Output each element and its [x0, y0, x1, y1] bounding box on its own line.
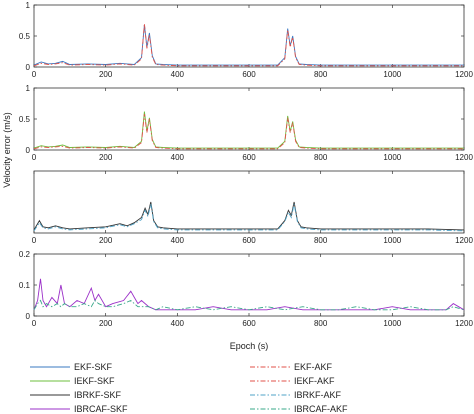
legend-item-ekf-skf: EKF-SKF	[30, 362, 113, 372]
legend-label: IEKF-AKF	[294, 376, 335, 386]
legend: EKF-SKF IEKF-SKF IBRKF-SKF IBRCAF-SKF EKF-AK…	[30, 362, 348, 414]
x-tick-label: 1200	[455, 153, 473, 162]
x-tick-label: 400	[171, 319, 185, 328]
y-tick-label: 0.5	[19, 32, 31, 41]
x-tick-label: 800	[314, 153, 328, 162]
y-axis-title: Velocity error (m/s)	[2, 112, 12, 188]
x-tick-label: 800	[314, 236, 328, 245]
legend-label: IBRCAF-AKF	[294, 404, 348, 414]
legend-item-ekf-akf: EKF-AKF	[250, 362, 333, 372]
x-tick-label: 200	[99, 153, 113, 162]
legend-label: EKF-SKF	[74, 362, 113, 372]
x-tick-label: 600	[242, 319, 256, 328]
x-tick-label: 600	[242, 236, 256, 245]
panel-frame	[33, 4, 465, 68]
series-line-iekf-skf	[33, 111, 464, 149]
panel-1: 0 200 400 600 800 1000 1200 0 0.5 1	[19, 1, 474, 79]
x-tick-label: 400	[171, 70, 185, 79]
x-tick-label: 1000	[383, 153, 401, 162]
y-tick-label: 0.5	[19, 115, 31, 124]
legend-item-ibrkf-akf: IBRKF-AKF	[250, 390, 342, 400]
legend-item-iekf-skf: IEKF-SKF	[30, 376, 115, 386]
series-line-ekf-skf	[33, 24, 464, 66]
x-tick-label: 1200	[455, 319, 473, 328]
x-tick-label: 1000	[383, 70, 401, 79]
legend-label: EKF-AKF	[294, 362, 333, 372]
x-tick-label: 400	[171, 153, 185, 162]
x-tick-label: 0	[32, 70, 37, 79]
series-line-ekf-akf	[33, 23, 464, 67]
y-tick-label: 1	[26, 1, 31, 10]
legend-item-ibrcaf-akf: IBRCAF-AKF	[250, 404, 348, 414]
panel-3: 0 200 400 600 800 1000 1200	[32, 170, 473, 245]
series-line-ibrkf-akf	[33, 203, 465, 232]
x-tick-label: 600	[242, 70, 256, 79]
series-line-ibrcaf-skf	[33, 278, 465, 311]
x-tick-label: 800	[314, 70, 328, 79]
y-tick-label: 0	[26, 63, 31, 72]
x-tick-label: 800	[314, 319, 328, 328]
x-tick-label: 600	[242, 153, 256, 162]
panel-frame	[33, 253, 465, 317]
panel-frame	[33, 87, 465, 151]
y-tick-label: 0	[26, 312, 31, 321]
x-tick-label: 1200	[455, 236, 473, 245]
legend-item-ibrkf-skf: IBRKF-SKF	[30, 390, 122, 400]
legend-label: IBRKF-AKF	[294, 390, 342, 400]
y-tick-label: 1	[26, 84, 31, 93]
y-tick-label: 0.2	[19, 250, 31, 259]
x-tick-label: 1000	[383, 319, 401, 328]
x-tick-label: 0	[32, 153, 37, 162]
panel-2: 0 200 400 600 800 1000 1200 0 0.5 1	[19, 84, 474, 162]
legend-label: IEKF-SKF	[74, 376, 115, 386]
x-axis-title: Epoch (s)	[230, 341, 269, 351]
x-tick-label: 400	[171, 236, 185, 245]
x-tick-label: 200	[99, 70, 113, 79]
series-line-iekf-akf	[33, 113, 464, 150]
legend-item-ibrcaf-skf: IBRCAF-SKF	[30, 404, 128, 414]
x-tick-label: 0	[32, 319, 37, 328]
panel-frame	[33, 170, 465, 234]
x-tick-label: 1200	[455, 70, 473, 79]
panel-4: 0 200 400 600 800 1000 1200 0 0.1 0.2	[19, 250, 474, 328]
legend-label: IBRCAF-SKF	[74, 404, 128, 414]
series-line-ibrkf-skf	[33, 201, 465, 231]
legend-item-iekf-akf: IEKF-AKF	[250, 376, 335, 386]
x-tick-label: 200	[99, 236, 113, 245]
y-tick-label: 0	[26, 146, 31, 155]
x-tick-label: 0	[32, 236, 37, 245]
legend-label: IBRKF-SKF	[74, 390, 122, 400]
y-tick-label: 0.1	[19, 281, 31, 290]
x-tick-label: 1000	[383, 236, 401, 245]
x-tick-label: 200	[99, 319, 113, 328]
series-line-ibrcaf-akf	[33, 299, 465, 311]
